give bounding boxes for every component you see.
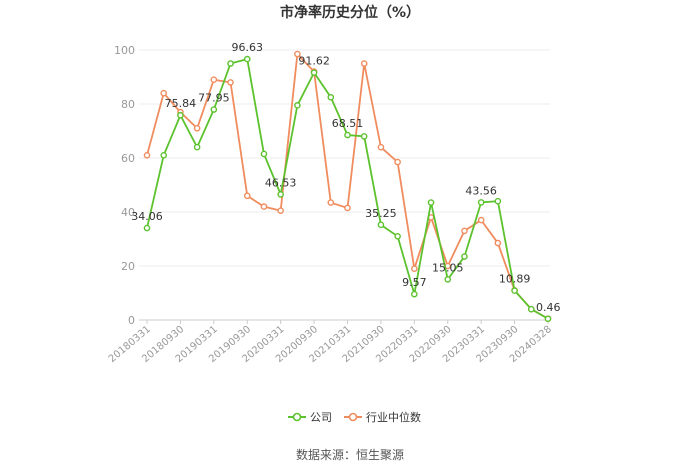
data-point bbox=[544, 315, 552, 323]
data-point bbox=[160, 151, 168, 159]
data-point bbox=[243, 55, 251, 63]
data-point bbox=[227, 79, 234, 86]
legend-label: 行业中位数 bbox=[366, 410, 421, 424]
data-label: 0.46 bbox=[536, 301, 561, 314]
data-point bbox=[310, 69, 318, 76]
data-point bbox=[394, 158, 401, 166]
data-point bbox=[193, 143, 201, 151]
data-point bbox=[143, 151, 151, 159]
data-point bbox=[494, 197, 502, 205]
chart-title: 市净率历史分位（%） bbox=[279, 5, 421, 21]
data-point bbox=[494, 239, 502, 247]
data-point bbox=[511, 287, 518, 294]
data-point bbox=[260, 203, 268, 210]
data-point bbox=[477, 199, 485, 206]
data-label: 91.62 bbox=[298, 55, 330, 68]
data-point bbox=[210, 76, 218, 83]
data-point bbox=[160, 89, 168, 97]
data-point bbox=[444, 276, 452, 283]
data-point bbox=[377, 143, 385, 151]
data-source: 数据来源：恒生聚源 bbox=[295, 448, 404, 462]
data-point bbox=[461, 227, 468, 235]
data-point bbox=[193, 125, 201, 132]
data-point bbox=[394, 232, 401, 240]
data-point bbox=[210, 106, 218, 113]
data-point bbox=[411, 265, 418, 273]
data-point bbox=[327, 199, 335, 206]
y-tick-label: 100 bbox=[114, 44, 135, 57]
data-label: 68.51 bbox=[332, 117, 364, 130]
data-label: 34.06 bbox=[131, 210, 163, 223]
data-label: 77.95 bbox=[198, 92, 230, 105]
data-point bbox=[143, 224, 151, 232]
y-tick-label: 0 bbox=[128, 314, 135, 327]
data-point bbox=[243, 192, 251, 200]
data-point bbox=[411, 290, 418, 298]
data-label: 15.05 bbox=[432, 261, 464, 274]
data-label: 35.25 bbox=[365, 207, 397, 220]
data-point bbox=[227, 60, 234, 67]
data-point bbox=[377, 221, 385, 229]
data-point bbox=[477, 216, 485, 224]
data-point bbox=[260, 150, 268, 158]
data-point bbox=[344, 204, 351, 212]
legend-label: 公司 bbox=[310, 411, 332, 424]
data-point bbox=[461, 253, 468, 260]
data-label: 46.53 bbox=[265, 176, 297, 189]
data-point bbox=[527, 305, 535, 313]
data-point bbox=[327, 93, 335, 101]
data-point bbox=[427, 199, 435, 206]
legend-marker bbox=[348, 412, 358, 422]
data-point bbox=[344, 131, 351, 139]
data-label: 10.89 bbox=[499, 273, 531, 286]
data-label: 75.84 bbox=[165, 97, 197, 110]
data-point bbox=[177, 111, 184, 119]
y-tick-label: 20 bbox=[121, 260, 135, 273]
data-point bbox=[360, 133, 368, 140]
data-label: 43.56 bbox=[465, 184, 497, 197]
data-point bbox=[294, 50, 301, 58]
y-tick-label: 60 bbox=[121, 152, 135, 165]
y-tick-label: 40 bbox=[121, 206, 135, 219]
data-label: 9.57 bbox=[402, 276, 427, 289]
data-point bbox=[294, 102, 301, 109]
data-label: 96.63 bbox=[232, 41, 264, 54]
data-point bbox=[277, 191, 284, 198]
y-tick-label: 80 bbox=[121, 98, 135, 111]
data-point bbox=[360, 60, 368, 67]
data-point bbox=[277, 207, 284, 214]
legend-marker bbox=[292, 412, 302, 422]
